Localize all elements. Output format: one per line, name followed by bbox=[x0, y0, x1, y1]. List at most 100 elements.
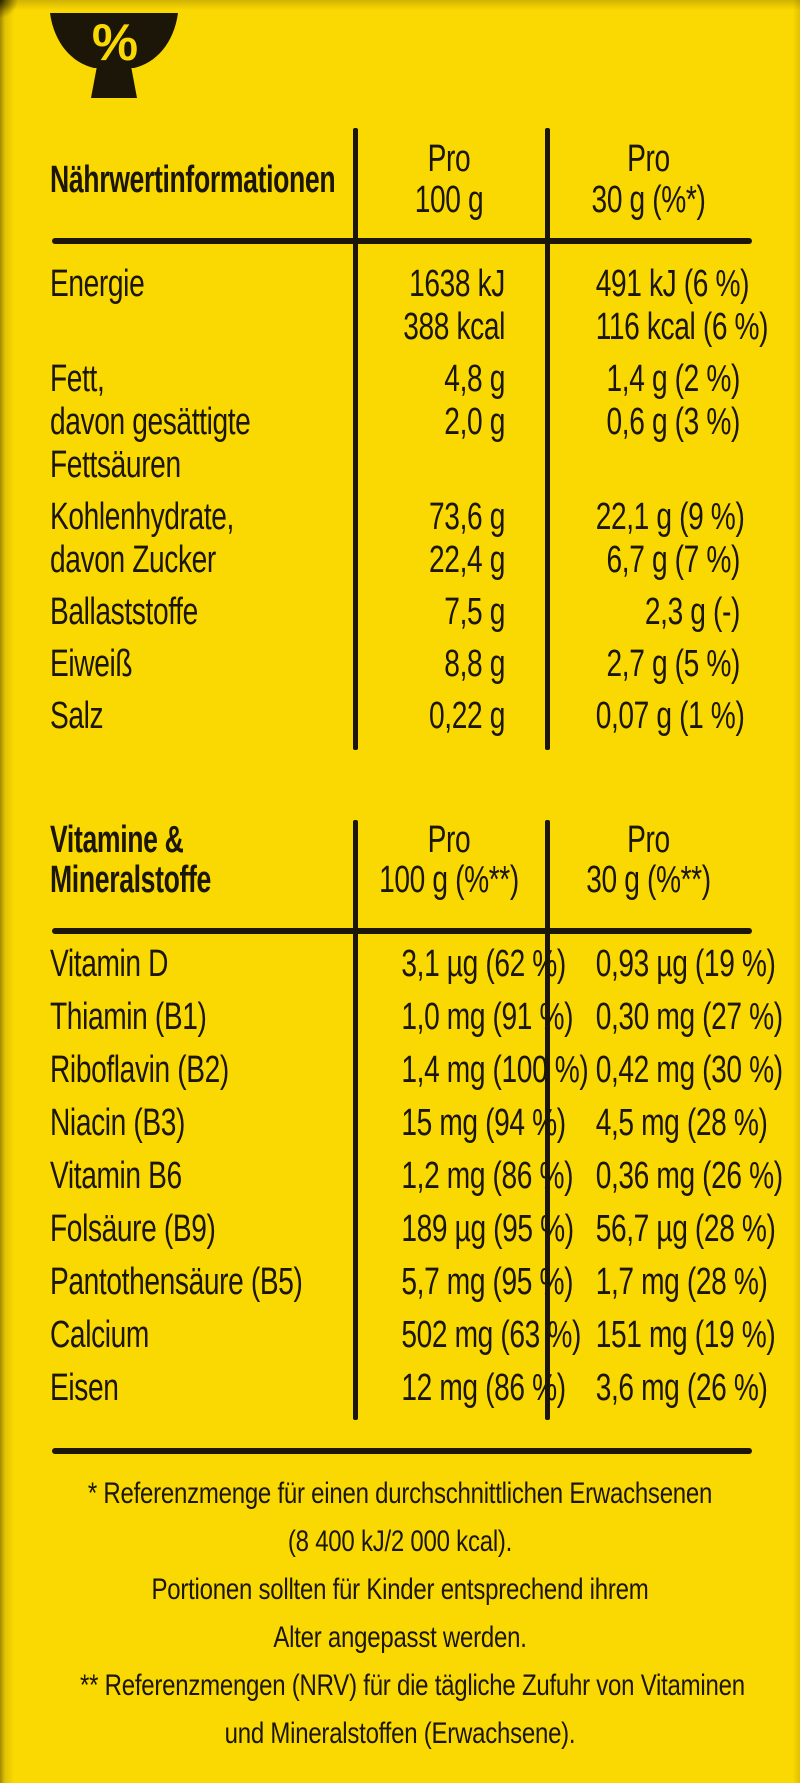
value-per-100g: 5,7 mg (95 %) bbox=[353, 1261, 574, 1304]
nutrient-label: Ballaststoffe bbox=[50, 591, 353, 634]
table-row: Folsäure (B9) 189 µg (95 %) 56,7 µg (28 … bbox=[50, 1208, 776, 1251]
text-line: Pro bbox=[427, 819, 471, 861]
value-per-100g: 15 mg (94 %) bbox=[353, 1102, 566, 1145]
footnotes: * Referenzmenge für einen durchschnittli… bbox=[0, 1470, 800, 1758]
nutrition-table-title: Nährwertinformationen bbox=[50, 139, 353, 221]
value-per-30g: 0,36 mg (26 %) bbox=[545, 1155, 783, 1198]
text-line: 116 kcal (6 %) bbox=[595, 306, 769, 348]
text-line: 3,6 mg (26 %) bbox=[595, 1367, 768, 1409]
value-per-100g: 1,0 mg (91 %) bbox=[353, 996, 574, 1039]
value-per-100g: 12 mg (86 %) bbox=[353, 1367, 566, 1410]
text-line: Vitamin B6 bbox=[50, 1155, 182, 1197]
nutrient-label: Kohlenhydrate, davon Zucker bbox=[50, 496, 353, 582]
value-per-30g: 2,3 g (-) bbox=[545, 591, 752, 634]
table-row: Ballaststoffe 7,5 g 2,3 g (-) bbox=[50, 591, 752, 634]
nutrient-label: Folsäure (B9) bbox=[50, 1208, 353, 1251]
value-per-30g: 0,93 µg (19 %) bbox=[545, 943, 776, 986]
value-per-30g: 0,30 mg (27 %) bbox=[545, 996, 783, 1039]
value-per-30g: 0,07 g (1 %) bbox=[545, 695, 752, 738]
text-line: 7,5 g bbox=[444, 591, 505, 633]
text-line: 0,07 g (1 %) bbox=[595, 695, 745, 737]
nutrient-label: Riboflavin (B2) bbox=[50, 1049, 353, 1092]
nutrient-label: Thiamin (B1) bbox=[50, 996, 353, 1039]
nutrition-table-rows: Energie 1638 kJ 388 kcal 491 kJ (6 %) 116 … bbox=[50, 263, 769, 747]
percent-bowl-icon: % bbox=[50, 13, 178, 98]
text-line: Portionen sollten für Kinder entsprechen… bbox=[151, 1573, 649, 1606]
table-row: Niacin (B3) 15 mg (94 %) 4,5 mg (28 %) bbox=[50, 1102, 768, 1145]
table-row: Pantothensäure (B5) 5,7 mg (95 %) 1,7 mg… bbox=[50, 1261, 768, 1304]
text-line: 4,5 mg (28 %) bbox=[595, 1102, 768, 1144]
text-line: 151 mg (19 %) bbox=[595, 1314, 776, 1356]
table-row: Thiamin (B1) 1,0 mg (91 %) 0,30 mg (27 %… bbox=[50, 996, 783, 1039]
value-per-100g: 502 mg (63 %) bbox=[353, 1314, 581, 1357]
value-per-30g: 22,1 g (9 %) 6,7 g (7 %) bbox=[545, 496, 752, 582]
text-line: Nährwertinformationen bbox=[50, 159, 336, 201]
value-per-100g: 8,8 g bbox=[353, 643, 545, 686]
text-line: 30 g (%**) bbox=[586, 859, 711, 901]
text-line: Calcium bbox=[50, 1314, 149, 1356]
value-per-100g: 4,8 g 2,0 g bbox=[353, 358, 545, 487]
nutrient-label: Eisen bbox=[50, 1367, 353, 1410]
value-per-100g: 3,1 µg (62 %) bbox=[353, 943, 566, 986]
table-row: Salz 0,22 g 0,07 g (1 %) bbox=[50, 695, 752, 738]
text-line: 15 mg (94 %) bbox=[401, 1102, 566, 1144]
text-line: 22,1 g (9 %) bbox=[595, 496, 745, 538]
table-row: Kohlenhydrate, davon Zucker 73,6 g 22,4 g … bbox=[50, 496, 752, 582]
text-line: 0,93 µg (19 %) bbox=[595, 943, 776, 985]
text-line: Kohlenhydrate, bbox=[50, 496, 234, 538]
value-per-100g: 73,6 g 22,4 g bbox=[353, 496, 545, 582]
table-row: Calcium 502 mg (63 %) 151 mg (19 %) bbox=[50, 1314, 776, 1357]
text-line: 5,7 mg (95 %) bbox=[401, 1261, 574, 1303]
text-line: 0,6 g (3 %) bbox=[606, 401, 741, 443]
per-30g-column-header: Pro 30 g (%**) bbox=[545, 820, 752, 900]
text-line: 491 kJ (6 %) bbox=[595, 263, 750, 305]
value-per-100g: 0,22 g bbox=[353, 695, 545, 738]
text-line: Vitamine & bbox=[50, 819, 184, 861]
vitamins-table-header: Vitamine & Mineralstoffe Pro 100 g (%**) P… bbox=[50, 820, 752, 900]
text-line: 388 kcal bbox=[403, 306, 505, 348]
text-line: 100 g (%**) bbox=[379, 859, 519, 901]
percent-glyph: % bbox=[92, 14, 138, 72]
text-line: 4,8 g bbox=[444, 358, 505, 400]
value-per-100g: 189 µg (95 %) bbox=[353, 1208, 574, 1251]
text-line: 1638 kJ bbox=[409, 263, 505, 305]
value-per-100g: 1638 kJ 388 kcal bbox=[353, 263, 545, 349]
table-row: Vitamin B6 1,2 mg (86 %) 0,36 mg (26 %) bbox=[50, 1155, 783, 1198]
per-100g-column-header: Pro 100 g bbox=[353, 139, 545, 221]
text-line: 56,7 µg (28 %) bbox=[595, 1208, 776, 1250]
text-line: 2,3 g (-) bbox=[644, 591, 740, 633]
table-row: Eiweiß 8,8 g 2,7 g (5 %) bbox=[50, 643, 752, 686]
text-line: 0,42 mg (30 %) bbox=[595, 1049, 783, 1091]
text-line: 1,0 mg (91 %) bbox=[401, 996, 574, 1038]
table-row: Energie 1638 kJ 388 kcal 491 kJ (6 %) 116 … bbox=[50, 263, 769, 349]
table-row: Riboflavin (B2) 1,4 mg (100 %) 0,42 mg (… bbox=[50, 1049, 783, 1092]
text-line: Niacin (B3) bbox=[50, 1102, 186, 1144]
value-per-30g: 3,6 mg (26 %) bbox=[545, 1367, 768, 1410]
per-30g-column-header: Pro 30 g (%*) bbox=[545, 139, 752, 221]
text-line: 0,30 mg (27 %) bbox=[595, 996, 783, 1038]
text-line: Pro bbox=[627, 819, 670, 861]
text-line: 100 g bbox=[414, 179, 484, 221]
value-per-100g: 1,4 mg (100 %) bbox=[353, 1049, 588, 1092]
text-line: ** Referenzmengen (NRV) für die tägliche… bbox=[80, 1669, 745, 1702]
text-line: Vitamin D bbox=[50, 943, 169, 985]
nutrient-label: Energie bbox=[50, 263, 353, 349]
vitamins-table-rows: Vitamin D 3,1 µg (62 %) 0,93 µg (19 %) T… bbox=[50, 943, 783, 1420]
text-line: 3,1 µg (62 %) bbox=[401, 943, 566, 985]
nutrient-label: Salz bbox=[50, 695, 353, 738]
text-line: 2,0 g bbox=[444, 401, 505, 443]
vitamins-header-divider-line bbox=[52, 928, 752, 934]
value-per-30g: 56,7 µg (28 %) bbox=[545, 1208, 776, 1251]
footnote-divider-line bbox=[52, 1448, 752, 1454]
text-line: 22,4 g bbox=[429, 539, 505, 581]
value-per-30g: 4,5 mg (28 %) bbox=[545, 1102, 768, 1145]
text-line: Folsäure (B9) bbox=[50, 1208, 216, 1250]
nutrient-label: Pantothensäure (B5) bbox=[50, 1261, 353, 1304]
value-per-30g: 2,7 g (5 %) bbox=[545, 643, 752, 686]
text-line: Mineralstoffe bbox=[50, 859, 211, 901]
text-line: 30 g (%*) bbox=[591, 179, 706, 221]
text-line: 1,4 g (2 %) bbox=[606, 358, 741, 400]
value-per-30g: 491 kJ (6 %) 116 kcal (6 %) bbox=[545, 263, 769, 349]
text-line: 0,36 mg (26 %) bbox=[595, 1155, 783, 1197]
text-line: Alter angepasst werden. bbox=[273, 1621, 527, 1654]
